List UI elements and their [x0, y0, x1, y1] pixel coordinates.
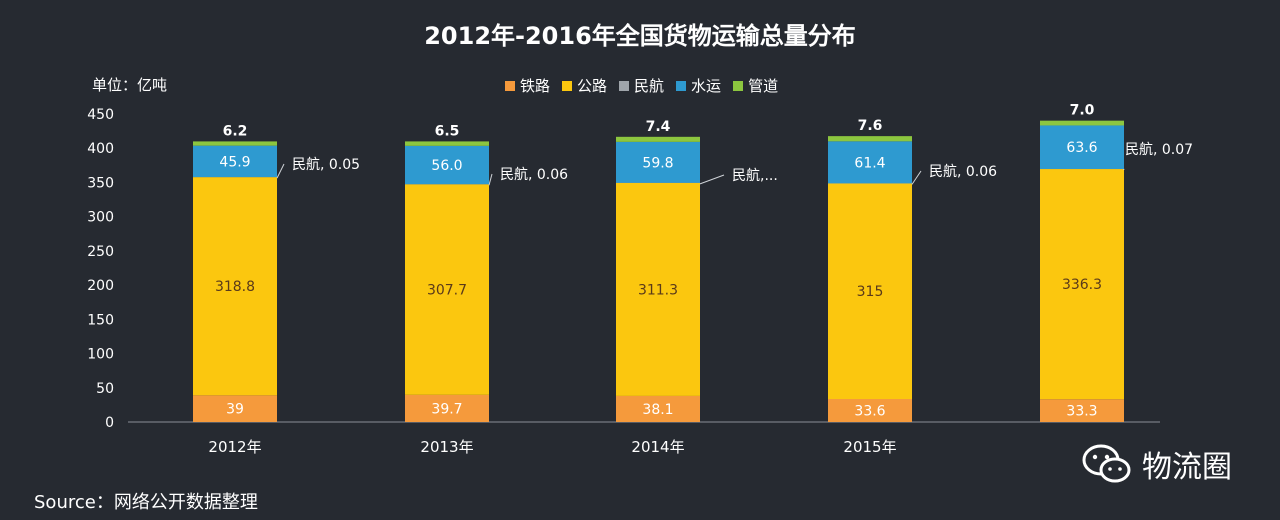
legend-label: 铁路	[520, 77, 551, 95]
data-label: 7.0	[1070, 103, 1095, 119]
bar-segment	[193, 145, 277, 178]
bar-segment	[828, 183, 912, 400]
bar-segment	[1040, 169, 1124, 400]
data-label: 33.6	[854, 404, 885, 420]
data-label: 6.5	[435, 123, 460, 139]
bar-segment	[193, 395, 277, 422]
watermark: 物流圈	[1082, 442, 1232, 486]
data-label: 56.0	[431, 158, 462, 174]
data-label: 33.3	[1066, 404, 1097, 420]
y-tick-label: 100	[87, 347, 114, 363]
data-label: 315	[857, 284, 884, 300]
bar-segment	[616, 182, 700, 396]
legend-item: 管道	[733, 75, 778, 96]
x-tick-label: 2014年	[631, 438, 684, 456]
y-tick-label: 300	[87, 210, 114, 226]
legend-item: 民航	[619, 75, 664, 96]
legend-label: 民航	[634, 77, 665, 95]
callout-label: 民航, 0.07	[1125, 142, 1193, 158]
bar-segment	[405, 145, 489, 185]
data-label: 39.7	[431, 401, 462, 417]
legend-swatch	[619, 80, 630, 91]
data-label: 63.6	[1066, 140, 1097, 156]
bar-segment	[405, 184, 489, 395]
leader-line	[699, 174, 725, 185]
bar-segment	[405, 141, 489, 146]
legend-swatch	[562, 80, 573, 91]
x-tick-label: 2012年	[208, 438, 261, 456]
bar-segment	[1040, 399, 1124, 422]
wechat-icon	[1082, 444, 1131, 483]
x-tick-label: 2013年	[420, 438, 473, 456]
bar-segment	[1040, 120, 1124, 126]
legend-item: 铁路	[505, 75, 550, 96]
bar-segment	[616, 141, 700, 183]
legend-label: 公路	[577, 77, 608, 95]
data-label: 6.2	[223, 123, 248, 139]
y-tick-label: 450	[87, 107, 114, 123]
data-label: 7.4	[646, 119, 671, 135]
bar-segment	[828, 141, 912, 184]
x-tick-label: 2015年	[843, 438, 896, 456]
leader-line	[488, 173, 493, 186]
leader-line	[276, 163, 285, 179]
bar-segment	[616, 136, 700, 142]
y-tick-label: 400	[87, 141, 114, 157]
data-label: 311.3	[638, 282, 678, 298]
bar-segment	[616, 395, 700, 422]
data-label: 59.8	[642, 155, 673, 171]
source-note: Source：网络公开数据整理	[34, 492, 258, 513]
data-label: 39	[226, 402, 244, 418]
chart-title: 2012年-2016年全国货物运输总量分布	[424, 22, 856, 50]
data-label: 38.1	[642, 402, 673, 418]
bar-segment	[1040, 125, 1124, 169]
callout-label: 民航, 0.05	[292, 157, 360, 173]
bar-segment	[828, 399, 912, 422]
data-label: 61.4	[854, 155, 885, 171]
legend-label: 管道	[748, 77, 779, 95]
y-tick-label: 150	[87, 312, 114, 328]
legend-item: 公路	[562, 75, 607, 96]
unit-label: 单位：亿吨	[92, 76, 168, 94]
data-label: 7.6	[858, 118, 883, 134]
callout-label: 民航,...	[732, 168, 778, 184]
bar-segment	[405, 394, 489, 422]
data-label: 318.8	[215, 279, 255, 295]
legend-item: 水运	[676, 75, 721, 96]
bar-segment	[193, 177, 277, 396]
legend-swatch	[676, 80, 687, 91]
bar-segment	[828, 136, 912, 142]
legend-label: 水运	[691, 77, 722, 95]
watermark-text: 物流圈	[1142, 450, 1232, 485]
callout-label: 民航, 0.06	[500, 167, 568, 183]
data-label: 307.7	[427, 283, 467, 299]
callout-label: 民航, 0.06	[929, 164, 997, 180]
y-tick-label: 250	[87, 244, 114, 260]
legend-swatch	[505, 80, 515, 91]
leader-line	[911, 170, 922, 185]
y-tick-label: 0	[105, 415, 114, 431]
bar-segment	[193, 141, 277, 146]
data-label: 336.3	[1062, 277, 1102, 293]
y-tick-label: 200	[87, 278, 114, 294]
legend: 铁路 公路 民航 水运 管道	[505, 75, 778, 96]
y-tick-label: 350	[87, 175, 114, 191]
data-label: 45.9	[219, 154, 250, 170]
y-tick-label: 50	[96, 381, 114, 397]
legend-swatch	[733, 80, 744, 91]
